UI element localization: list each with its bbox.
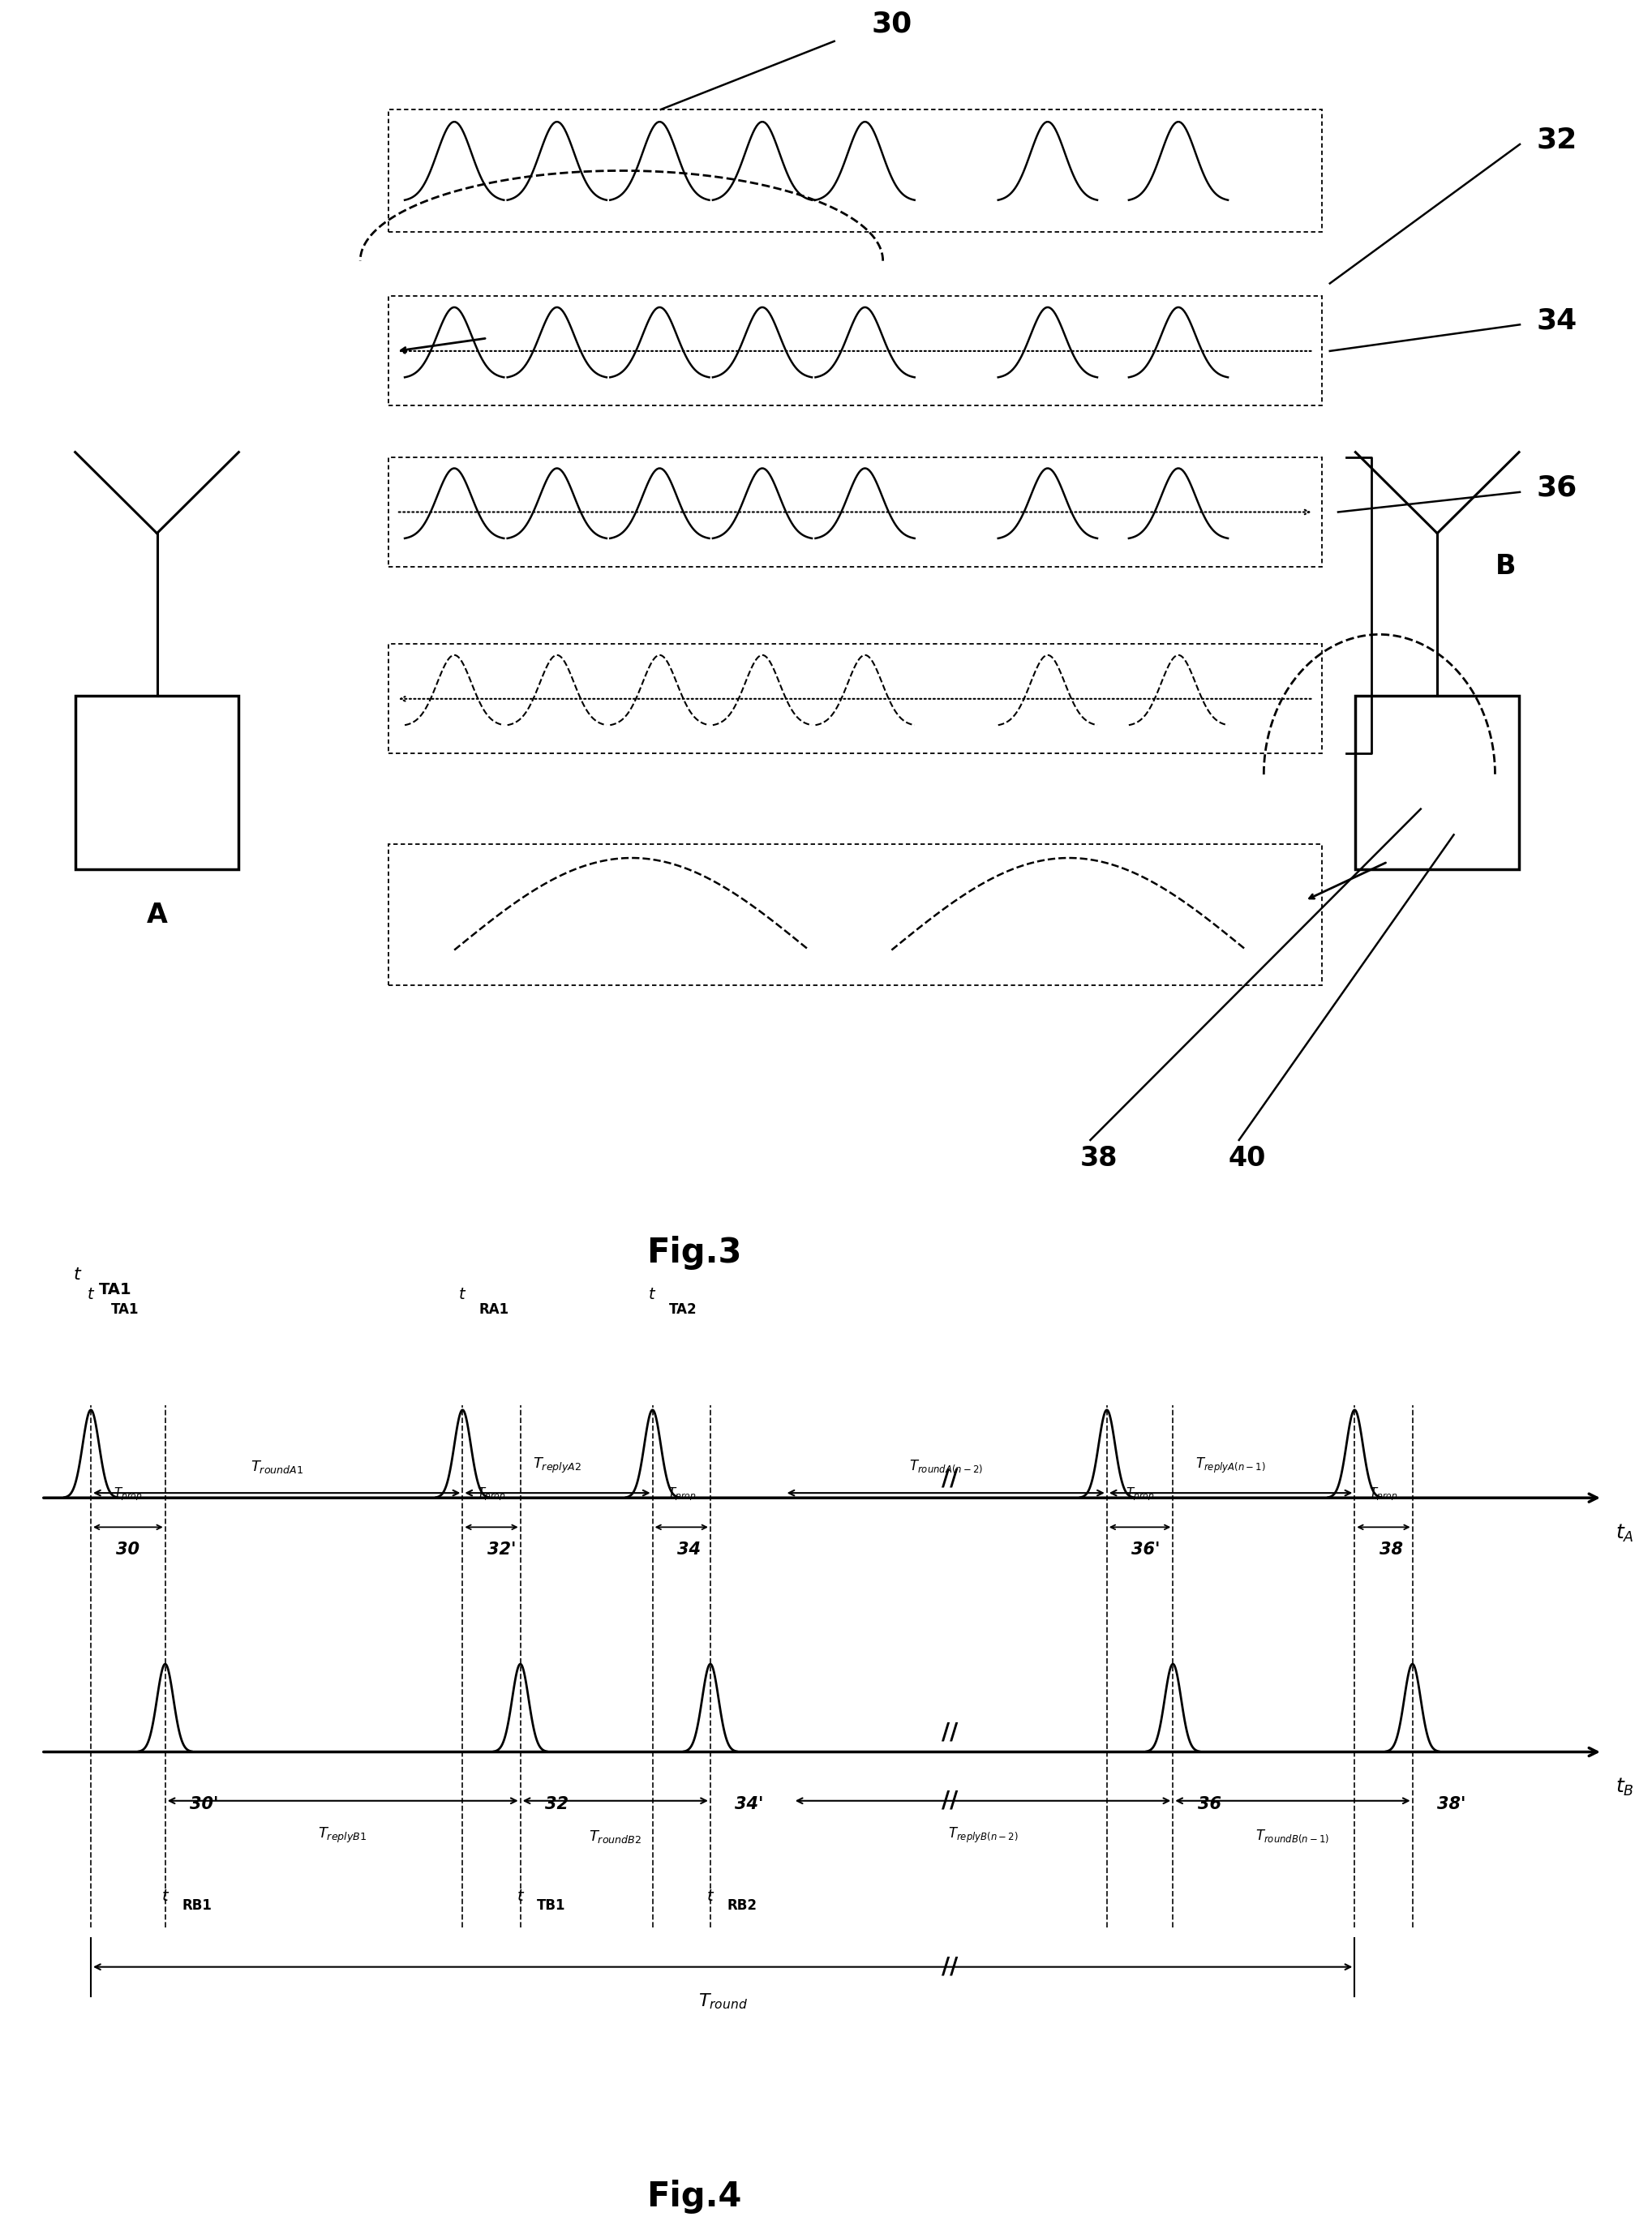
Bar bbox=[388, 109, 1322, 231]
Text: 34': 34' bbox=[735, 1797, 763, 1812]
Text: RA1: RA1 bbox=[479, 1302, 509, 1317]
Text: $T_{prop}$: $T_{prop}$ bbox=[1370, 1486, 1398, 1504]
Text: //: // bbox=[942, 1466, 958, 1490]
Text: //: // bbox=[942, 1790, 958, 1812]
Text: $t_B$: $t_B$ bbox=[1616, 1777, 1634, 1797]
Text: 32: 32 bbox=[1536, 127, 1578, 153]
Text: A: A bbox=[147, 902, 167, 928]
Bar bbox=[388, 844, 1322, 986]
Text: $t$: $t$ bbox=[86, 1286, 96, 1302]
Text: $t$: $t$ bbox=[73, 1266, 83, 1284]
Text: Fig.4: Fig.4 bbox=[646, 2179, 742, 2214]
Text: 34: 34 bbox=[1536, 306, 1578, 333]
Text: 32: 32 bbox=[545, 1797, 568, 1812]
Bar bbox=[1355, 695, 1520, 868]
Text: 38': 38' bbox=[1437, 1797, 1465, 1812]
Text: $T_{round}$: $T_{round}$ bbox=[697, 1992, 748, 2010]
Text: TB1: TB1 bbox=[537, 1899, 565, 1912]
Text: Fig.3: Fig.3 bbox=[646, 1235, 742, 1270]
Text: RB1: RB1 bbox=[182, 1899, 211, 1912]
Text: 30: 30 bbox=[116, 1541, 139, 1559]
Text: $t$: $t$ bbox=[160, 1888, 170, 1903]
Text: RB2: RB2 bbox=[727, 1899, 757, 1912]
Text: 36: 36 bbox=[1536, 473, 1578, 502]
Text: $T_{prop}$: $T_{prop}$ bbox=[667, 1486, 695, 1504]
Bar bbox=[388, 458, 1322, 566]
Bar bbox=[76, 695, 240, 868]
Text: $t$: $t$ bbox=[458, 1286, 468, 1302]
Text: $T_{replyB(n-2)}$: $T_{replyB(n-2)}$ bbox=[948, 1826, 1018, 1846]
Text: //: // bbox=[942, 1721, 958, 1743]
Text: 40: 40 bbox=[1229, 1144, 1265, 1170]
Text: B: B bbox=[1495, 553, 1517, 580]
Text: //: // bbox=[942, 1954, 958, 1979]
Text: $T_{roundA(n-2)}$: $T_{roundA(n-2)}$ bbox=[909, 1459, 983, 1475]
Text: TA1: TA1 bbox=[99, 1282, 132, 1297]
Text: $t$: $t$ bbox=[648, 1286, 657, 1302]
Text: 36': 36' bbox=[1132, 1541, 1160, 1559]
Text: 34: 34 bbox=[677, 1541, 700, 1559]
Text: 36: 36 bbox=[1198, 1797, 1221, 1812]
Text: $T_{replyB1}$: $T_{replyB1}$ bbox=[319, 1826, 367, 1846]
Bar bbox=[388, 644, 1322, 753]
Text: $T_{replyA2}$: $T_{replyA2}$ bbox=[534, 1457, 582, 1475]
Text: $t$: $t$ bbox=[705, 1888, 715, 1903]
Bar bbox=[388, 295, 1322, 406]
Text: $T_{roundA1}$: $T_{roundA1}$ bbox=[249, 1459, 304, 1475]
Text: 32': 32' bbox=[487, 1541, 515, 1559]
Text: TA2: TA2 bbox=[669, 1302, 697, 1317]
Text: $T_{prop}$: $T_{prop}$ bbox=[114, 1486, 142, 1504]
Text: $t$: $t$ bbox=[515, 1888, 525, 1903]
Text: 38: 38 bbox=[1080, 1144, 1117, 1170]
Text: 30: 30 bbox=[872, 11, 912, 38]
Text: $t_A$: $t_A$ bbox=[1616, 1521, 1634, 1544]
Text: TA1: TA1 bbox=[111, 1302, 139, 1317]
Text: 38: 38 bbox=[1379, 1541, 1403, 1559]
Text: $T_{replyA(n-1)}$: $T_{replyA(n-1)}$ bbox=[1196, 1457, 1265, 1475]
Text: $T_{prop}$: $T_{prop}$ bbox=[477, 1486, 506, 1504]
Text: 30': 30' bbox=[190, 1797, 218, 1812]
Text: $T_{roundB2}$: $T_{roundB2}$ bbox=[588, 1828, 643, 1846]
Text: $T_{roundB(n-1)}$: $T_{roundB(n-1)}$ bbox=[1256, 1828, 1330, 1846]
Text: $T_{prop}$: $T_{prop}$ bbox=[1125, 1486, 1155, 1504]
